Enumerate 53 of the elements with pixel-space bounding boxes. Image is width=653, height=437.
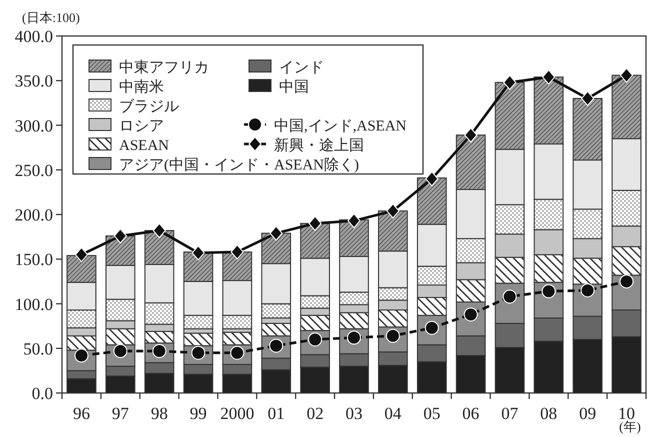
y-tick-label: 400.0 [14, 27, 53, 46]
legend-label: ASEAN [119, 138, 170, 154]
point [152, 223, 166, 238]
x-tick-label: 02 [306, 404, 324, 423]
legend-label: ブラジル [119, 98, 179, 115]
point [308, 216, 322, 231]
y-tick-label: 350.0 [14, 72, 53, 91]
x-tick-label: 04 [384, 404, 402, 423]
point [425, 171, 438, 186]
legend-label: 中南米 [119, 78, 164, 96]
point [348, 213, 360, 228]
x-tick-label: 09 [579, 404, 596, 423]
point [464, 128, 478, 143]
x-tick-label: 06 [462, 404, 480, 423]
point [542, 70, 556, 85]
legend-label: ロシア [119, 118, 164, 134]
x-tick-label: 96 [72, 404, 90, 423]
y-tick-label: 300.0 [14, 116, 53, 136]
point [620, 68, 634, 83]
x-axis-title: (年) [619, 419, 641, 434]
y-tick-label: 100.0 [14, 294, 53, 314]
x-tick-label: 03 [346, 404, 362, 423]
point [230, 244, 244, 260]
x-tick-label: 07 [501, 404, 519, 423]
x-tick-label: 08 [540, 404, 558, 423]
y-axis-title: (日本:100) [22, 10, 80, 25]
legend-label: インド [279, 60, 324, 76]
point [580, 283, 595, 298]
legend-label: 中国 [279, 78, 309, 96]
y-tick-label: 0.0 [32, 384, 53, 403]
point [386, 203, 400, 218]
x-tick-label: 98 [150, 404, 168, 423]
x-tick-label: 2000 [220, 404, 254, 423]
point [74, 247, 88, 262]
legend-label: 中国,インド,ASEAN [274, 118, 407, 134]
y-tick-label: 150.0 [14, 250, 53, 270]
point [542, 284, 556, 298]
point [581, 90, 594, 106]
x-tick-label: 97 [112, 404, 130, 423]
legend-label: 新興・途上国 [274, 137, 364, 154]
x-tick-label: 99 [190, 404, 207, 423]
y-tick-label: 50.0 [23, 339, 53, 358]
x-tick-label: 05 [423, 404, 440, 423]
point [270, 226, 283, 241]
point [192, 245, 205, 260]
point [114, 228, 127, 244]
legend-label: アジア(中国・インド・ASEAN除く) [119, 156, 359, 174]
legend-label: 中東アフリカ [119, 59, 209, 76]
y-tick-label: 250.0 [14, 160, 53, 180]
point [620, 274, 634, 288]
point [503, 74, 516, 90]
y-tick-label: 200.0 [14, 206, 53, 224]
x-tick-label: 01 [268, 404, 285, 423]
